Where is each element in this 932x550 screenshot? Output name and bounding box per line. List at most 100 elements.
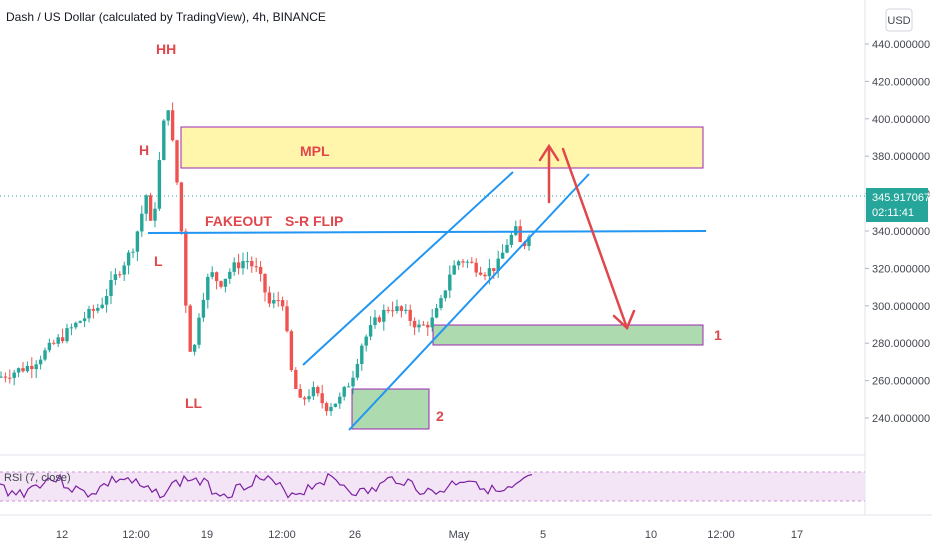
candle-body: [184, 231, 188, 306]
candle-body: [122, 265, 126, 275]
up-arrow[interactable]: [538, 143, 560, 204]
candle-body: [386, 309, 390, 311]
candle-body: [509, 234, 514, 245]
zone-2[interactable]: [351, 388, 430, 430]
candle-body: [21, 368, 25, 372]
candle-body: [461, 261, 465, 263]
candle-body: [294, 370, 298, 389]
candle-body: [496, 258, 500, 272]
candle-body: [368, 325, 373, 337]
mpl-label: MPL: [300, 143, 330, 159]
time-tick-label: 26: [349, 529, 361, 541]
candle-body: [250, 261, 254, 267]
candle-body: [280, 300, 285, 307]
candle-body: [373, 317, 377, 326]
candle-body: [47, 342, 52, 351]
candle-body: [144, 195, 148, 214]
hh-label: HH: [156, 41, 176, 57]
time-tick-label: 12: [56, 529, 68, 541]
time-tick-label: May: [449, 529, 470, 541]
candle-body: [478, 272, 483, 275]
candle-body: [148, 195, 153, 221]
price-axis[interactable]: 440.000000 420.000000 400.000000 380.000000…: [865, 39, 930, 425]
candle-body: [316, 387, 320, 394]
candle-body: [276, 300, 280, 302]
candle-body: [514, 226, 518, 235]
h-label: H: [139, 142, 149, 158]
candle-body: [360, 345, 364, 364]
candle-body: [307, 396, 311, 400]
candle-body: [65, 328, 69, 342]
candle-body: [131, 251, 135, 253]
candle-body: [38, 359, 43, 365]
candlestick-series: [0, 102, 531, 416]
candle-body: [113, 274, 118, 280]
candle-body: [470, 261, 474, 263]
candle-body: [60, 337, 65, 342]
candle-body: [342, 386, 346, 397]
candle-body: [430, 317, 434, 328]
sr-flip-line[interactable]: [147, 230, 707, 234]
candle-body: [87, 308, 91, 319]
candle-body: [492, 268, 496, 272]
candle-body: [30, 365, 34, 370]
candle-body: [258, 266, 263, 274]
candle-body: [219, 281, 223, 287]
candle-body: [206, 276, 210, 300]
candle-body: [109, 279, 113, 297]
candle-body: [338, 396, 342, 404]
rsi-label: RSI (7, close): [4, 472, 71, 484]
zone-1-label: 1: [714, 327, 722, 343]
candle-body: [456, 261, 461, 266]
candle-body: [223, 278, 228, 287]
candle-body: [302, 397, 307, 400]
price-tick-label: 280.000000: [872, 338, 930, 350]
candle-body: [197, 317, 201, 345]
ll-label: LL: [185, 395, 203, 411]
time-tick-label: 12:00: [707, 529, 735, 541]
price-tag: [866, 188, 928, 222]
candle-body: [324, 403, 329, 412]
channel-lower-line[interactable]: [348, 173, 590, 431]
candle-body: [263, 273, 267, 293]
candle-body: [448, 274, 452, 291]
time-axis[interactable]: 12 12:00 19 12:00 26 May 5 10 12:00 17: [56, 529, 803, 541]
candle-body: [408, 309, 412, 321]
candle-body: [487, 268, 492, 277]
candle-body: [320, 393, 324, 404]
currency-button[interactable]: [885, 8, 913, 32]
fakeout-label: FAKEOUT: [205, 213, 272, 229]
candle-body: [426, 324, 430, 328]
down-arrow[interactable]: [561, 147, 636, 331]
candle-body: [527, 236, 531, 247]
candle-body: [118, 274, 122, 276]
rsi-line: [0, 472, 533, 499]
candle-body: [175, 140, 179, 183]
candle-body: [0, 376, 3, 378]
candle-body: [421, 324, 426, 326]
channel-upper-line[interactable]: [302, 171, 514, 366]
candle-body: [434, 308, 439, 318]
price-tick-label: 300.000000: [872, 301, 930, 313]
candle-body: [417, 324, 421, 328]
time-tick-label: 10: [645, 529, 657, 541]
zone-1[interactable]: [432, 324, 704, 346]
candle-body: [8, 377, 12, 379]
candle-body: [232, 262, 236, 272]
candle-body: [214, 272, 219, 282]
mpl-zone[interactable]: [180, 126, 704, 169]
candle-body: [162, 120, 166, 161]
currency-label: USD: [887, 15, 910, 27]
zone-2-label: 2: [436, 408, 444, 424]
sr-flip-label: S-R FLIP: [285, 213, 343, 229]
candle-body: [452, 265, 456, 275]
candle-body: [170, 110, 175, 141]
price-tag-value: 345.917067: [872, 192, 930, 204]
candle-body: [390, 310, 395, 312]
price-tick-label: 320.000000: [872, 263, 930, 275]
chart-title: Dash / US Dollar (calculated by TradingV…: [6, 10, 326, 24]
price-tick-label: 440.000000: [872, 39, 930, 51]
candle-body: [377, 317, 382, 322]
